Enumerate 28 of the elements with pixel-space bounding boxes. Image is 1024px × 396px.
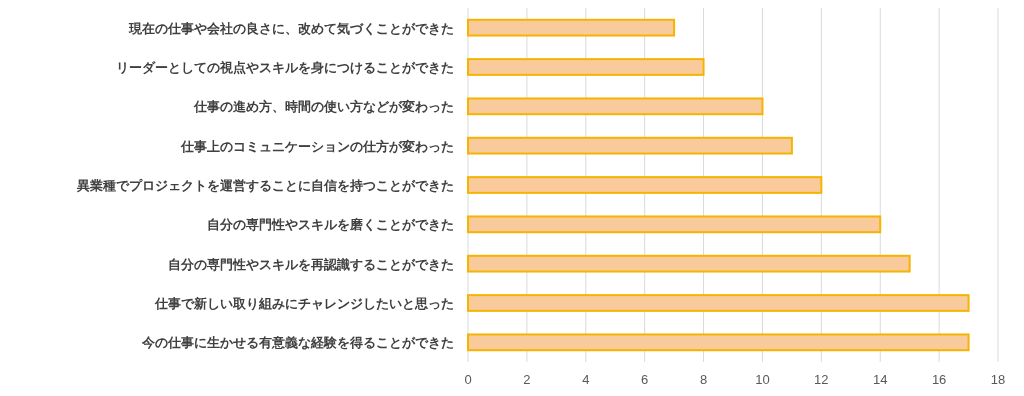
y-tick-label: 仕事の進め方、時間の使い方などが変わった xyxy=(193,99,454,115)
x-tick-label: 2 xyxy=(523,372,531,387)
y-tick-label: 異業種でプロジェクトを運営することに自信を持つことができた xyxy=(76,178,454,193)
bar xyxy=(467,294,970,312)
bar xyxy=(467,176,823,194)
bar xyxy=(467,18,676,37)
x-tick-label: 8 xyxy=(699,372,708,387)
x-tick-label: 18 xyxy=(990,372,1006,387)
y-tick-label: リーダーとしての視点やスキルを身につけることができた xyxy=(116,60,454,75)
x-tick-label: 0 xyxy=(464,372,472,387)
bar xyxy=(467,333,970,352)
x-tick-label: 12 xyxy=(814,372,829,387)
bar xyxy=(467,97,764,116)
x-tick-label: 10 xyxy=(755,372,770,387)
bar xyxy=(467,215,882,234)
bar xyxy=(467,254,911,273)
y-tick-label: 自分の専門性やスキルを磨くことができた xyxy=(207,217,454,233)
y-tick-label: 現在の仕事や会社の良さに、改めて気づくことができた xyxy=(128,20,454,36)
y-tick-label: 仕事で新しい取り組みにチャレンジしたいと思った xyxy=(154,296,454,311)
x-tick-label: 4 xyxy=(582,372,590,387)
bar xyxy=(467,58,705,76)
x-tick-label: 6 xyxy=(641,372,649,387)
bar xyxy=(467,136,793,155)
x-tick-label: 14 xyxy=(872,372,888,387)
y-tick-label: 自分の専門性やスキルを再認識することができた xyxy=(168,256,454,272)
y-tick-label: 仕事上のコミュニケーションの仕方が変わった xyxy=(180,138,454,154)
y-tick-label: 今の仕事に生かせる有意義な経験を得ることができた xyxy=(141,335,454,351)
x-tick-label: 16 xyxy=(931,372,947,387)
